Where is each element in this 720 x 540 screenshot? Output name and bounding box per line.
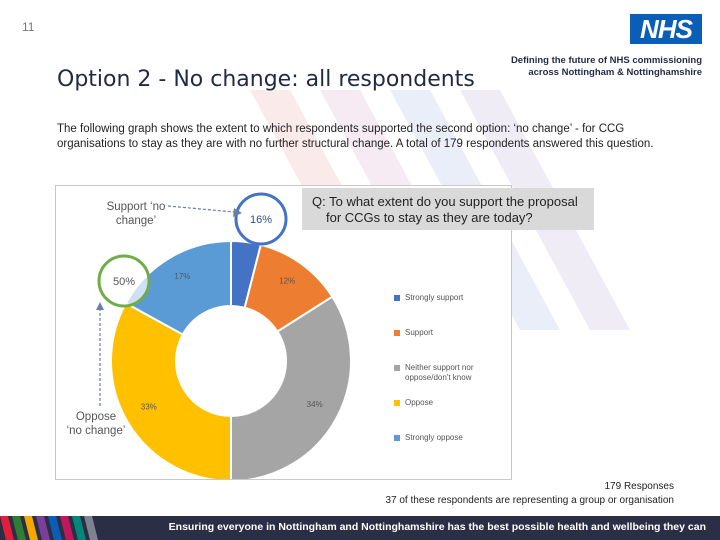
footer-stripes — [0, 516, 98, 540]
footer-bar: Ensuring everyone in Nottingham and Nott… — [0, 516, 720, 540]
legend-item: Strongly oppose — [394, 433, 494, 443]
group-note: 37 of these respondents are representing… — [385, 495, 674, 506]
donut-data-label: 12% — [279, 277, 295, 286]
support-arrow-head — [233, 208, 242, 217]
legend-swatch — [394, 365, 400, 371]
oppose-callout-circle — [97, 254, 151, 308]
question-line2: for CCGs to stay as they are today? — [326, 210, 533, 225]
chart-frame: 4%12%34%33%17%16%50% Support ‘no change’… — [55, 185, 512, 480]
support-callout-pct: 16% — [250, 214, 272, 226]
legend-label: Oppose — [405, 398, 434, 407]
legend-label: Support — [405, 328, 434, 337]
footer-tagline: Ensuring everyone in Nottingham and Nott… — [168, 521, 706, 533]
donut-chart: 4%12%34%33%17%16%50% — [96, 192, 352, 479]
oppose-callout-label: Oppose ‘no change’ — [51, 410, 141, 438]
support-callout-circle — [234, 192, 288, 246]
support-callout-label: Support ‘no change’ — [86, 200, 186, 228]
legend-item: Neither support nor oppose/don't know — [394, 363, 494, 383]
legend-label: Neither support nor oppose/don't know — [405, 363, 474, 382]
support-arrow — [167, 205, 235, 213]
legend-item: Support — [394, 328, 494, 338]
donut-data-label: 17% — [174, 272, 190, 281]
question-line1: Q: To what extent do you support the pro… — [312, 194, 578, 209]
donut-data-label: 34% — [307, 400, 323, 409]
legend-swatch — [394, 400, 400, 406]
question-box: Q: To what extent do you support the pro… — [302, 188, 594, 230]
legend-item: Strongly support — [394, 293, 494, 303]
legend-item: Oppose — [394, 398, 494, 408]
legend-label: Strongly support — [405, 293, 464, 302]
legend-swatch — [394, 330, 400, 336]
nhs-logo: NHS — [630, 14, 702, 44]
oppose-label-line2: ‘no change’ — [66, 425, 126, 437]
footer-responses: 179 Responses 37 of these respondents ar… — [254, 480, 674, 508]
oppose-callout-pct: 50% — [113, 276, 135, 288]
page-title: Option 2 - No change: all respondents — [57, 67, 475, 92]
legend-label: Strongly oppose — [405, 433, 463, 442]
donut-slice-oppose — [110, 301, 232, 479]
legend-swatch — [394, 435, 400, 441]
oppose-arrow-head — [96, 302, 104, 310]
donut-slice-neither-support-nor-oppose-don-t-know — [230, 295, 352, 479]
slide-number: 11 — [22, 20, 35, 34]
legend-swatch — [394, 295, 400, 301]
oppose-label-line1: Oppose — [75, 411, 117, 423]
org-title: Defining the future of NHS commissioning… — [510, 55, 702, 78]
support-label-line2: change’ — [115, 215, 157, 227]
intro-text: The following graph shows the extent to … — [57, 123, 654, 150]
support-label-line1: Support ‘no — [106, 201, 166, 213]
donut-data-label: 33% — [141, 403, 157, 412]
responses-count: 179 Responses — [604, 481, 675, 492]
